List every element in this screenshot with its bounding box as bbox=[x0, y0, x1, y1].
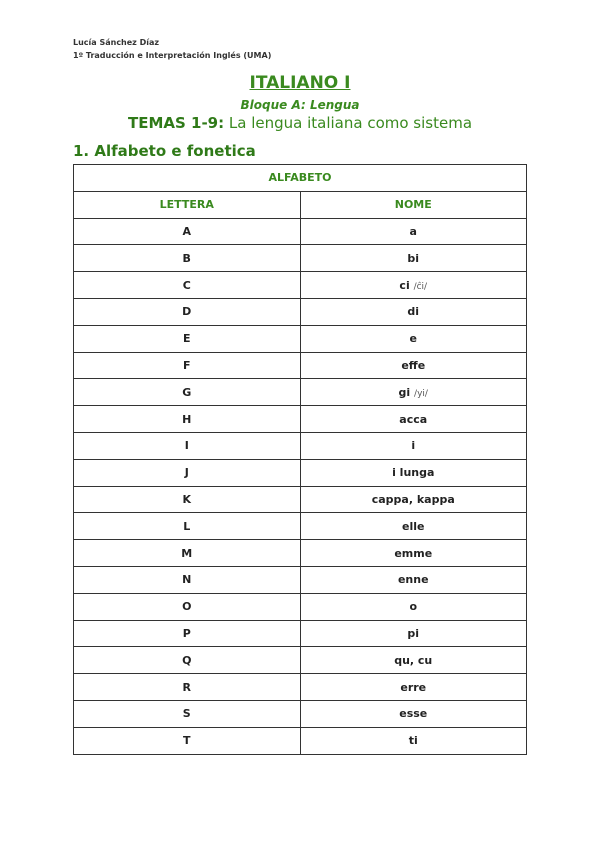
name-cell: a bbox=[299, 217, 527, 246]
letter-cell: D bbox=[73, 297, 301, 326]
letter-cell: L bbox=[73, 512, 301, 541]
letter-cell: F bbox=[73, 351, 301, 380]
author-name: Lucía Sánchez Díaz bbox=[73, 38, 160, 47]
name-cell: effe bbox=[299, 351, 527, 380]
letter-cell: J bbox=[73, 458, 301, 487]
letter-cell: T bbox=[73, 726, 301, 755]
letter-name: qu, cu bbox=[394, 653, 433, 667]
document-header: Lucía Sánchez Díaz 1º Traducción e Inter… bbox=[73, 36, 271, 62]
letter-name: e bbox=[409, 332, 417, 346]
letter-cell: K bbox=[73, 485, 301, 514]
letter-name: pi bbox=[407, 626, 420, 640]
letter-name: esse bbox=[399, 707, 428, 721]
letter-name: elle bbox=[402, 519, 425, 533]
course-name: 1º Traducción e Interpretación Inglés (U… bbox=[73, 51, 272, 60]
section-heading: 1. Alfabeto e fonetica bbox=[73, 142, 256, 160]
letter-name: bi bbox=[407, 251, 420, 265]
letter-cell: I bbox=[73, 431, 301, 460]
letter-name: cappa, kappa bbox=[371, 492, 455, 506]
name-cell: o bbox=[299, 592, 527, 621]
letter-name: i lunga bbox=[392, 466, 435, 480]
phonetic-transcription: /yi/ bbox=[414, 388, 428, 399]
letter-name: enne bbox=[397, 573, 429, 587]
name-cell: enne bbox=[299, 565, 527, 594]
letter-name: a bbox=[409, 224, 417, 238]
letter-name: emme bbox=[394, 546, 433, 560]
letter-name: gi bbox=[398, 385, 411, 399]
name-cell: cappa, kappa bbox=[299, 485, 527, 514]
phonetic-transcription: /ĉi/ bbox=[413, 281, 428, 292]
letter-cell: G bbox=[73, 378, 301, 407]
letter-cell: P bbox=[73, 619, 301, 648]
letter-cell: N bbox=[73, 565, 301, 594]
letter-name: acca bbox=[399, 412, 428, 426]
letter-cell: S bbox=[73, 699, 301, 728]
page-title: ITALIANO I bbox=[249, 73, 351, 93]
page-subtitle: Bloque A: Lengua bbox=[240, 98, 360, 112]
letter-name: ti bbox=[408, 734, 418, 748]
name-cell: ti bbox=[299, 726, 527, 755]
letter-cell: H bbox=[73, 405, 301, 433]
name-cell: i lunga bbox=[299, 458, 527, 487]
name-cell: i bbox=[299, 431, 527, 460]
name-cell: e bbox=[299, 324, 527, 353]
letter-cell: C bbox=[73, 271, 301, 299]
name-cell: esse bbox=[299, 699, 527, 728]
letter-name: ci bbox=[399, 278, 410, 292]
topics-label: TEMAS 1-9: bbox=[127, 114, 225, 132]
name-cell: bi bbox=[299, 244, 527, 273]
topics-heading: TEMAS 1-9: La lengua italiana como siste… bbox=[0, 114, 600, 132]
letter-cell: Q bbox=[73, 646, 301, 675]
letter-name: i bbox=[411, 439, 416, 453]
column-header-name: NOME bbox=[299, 190, 527, 219]
name-cell: ci /ĉi/ bbox=[299, 271, 527, 299]
table-caption: ALFABETO bbox=[73, 164, 527, 192]
name-cell: qu, cu bbox=[299, 646, 527, 675]
letter-cell: R bbox=[73, 673, 301, 701]
name-cell: emme bbox=[299, 539, 527, 567]
letter-cell: M bbox=[73, 539, 301, 567]
letter-name: di bbox=[407, 305, 420, 319]
letter-cell: B bbox=[73, 244, 301, 273]
name-cell: erre bbox=[299, 673, 527, 701]
name-cell: acca bbox=[299, 405, 527, 433]
column-header-letter: LETTERA bbox=[73, 190, 301, 219]
name-cell: elle bbox=[299, 512, 527, 541]
letter-cell: E bbox=[73, 324, 301, 353]
letter-name: o bbox=[409, 600, 418, 614]
name-cell: gi /yi/ bbox=[299, 378, 527, 407]
letter-cell: O bbox=[73, 592, 301, 621]
topics-text: La lengua italiana como sistema bbox=[224, 114, 473, 132]
name-cell: pi bbox=[299, 619, 527, 648]
letter-name: effe bbox=[401, 358, 426, 372]
name-cell: di bbox=[299, 297, 527, 326]
letter-cell: A bbox=[73, 217, 301, 246]
letter-name: erre bbox=[400, 680, 427, 694]
